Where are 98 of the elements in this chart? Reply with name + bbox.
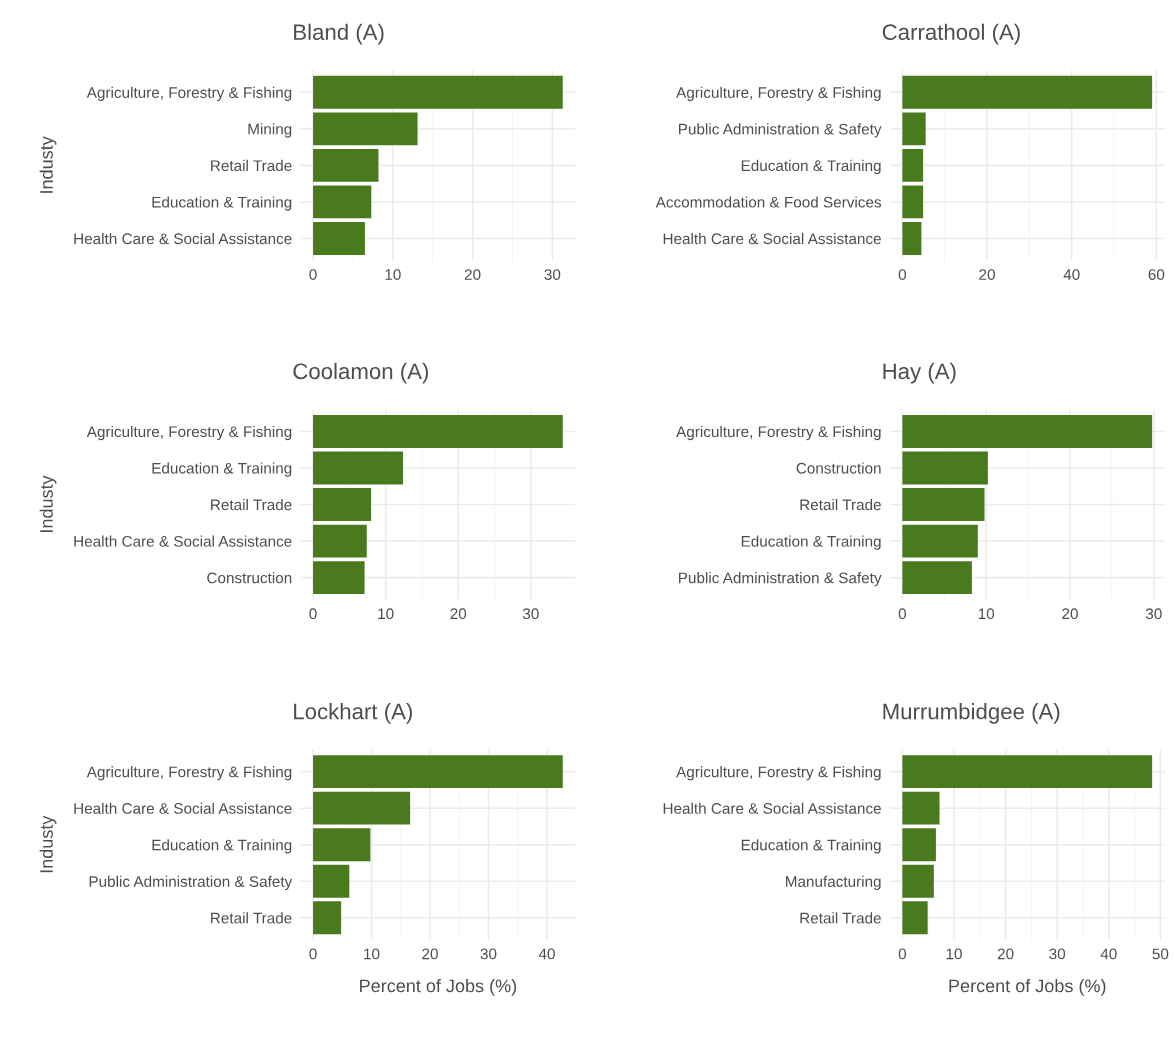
bar bbox=[313, 222, 365, 255]
x-tick-label: 30 bbox=[1145, 608, 1162, 620]
x-tick-label: 0 bbox=[309, 269, 317, 280]
x-tick-label: 10 bbox=[978, 608, 995, 620]
y-axis-title: Industy bbox=[39, 815, 57, 873]
bar bbox=[313, 112, 418, 146]
chart-title: Lockhart (A) bbox=[294, 703, 412, 724]
x-tick-label: 0 bbox=[309, 948, 317, 960]
y-tick-label: Mining bbox=[248, 123, 292, 138]
bar bbox=[313, 791, 411, 825]
chart-title: Murrumbidgee (A) bbox=[883, 703, 1060, 724]
bar bbox=[902, 414, 1153, 448]
x-tick-label: 20 bbox=[464, 269, 481, 280]
chart-title: Carrathool (A) bbox=[882, 23, 1020, 45]
x-tick-label: 0 bbox=[309, 608, 317, 620]
y-tick-label: Agriculture, Forestry & Fishing bbox=[86, 86, 292, 101]
x-tick-label: 50 bbox=[1152, 948, 1169, 960]
bar bbox=[902, 112, 926, 146]
bar bbox=[313, 755, 563, 789]
bar bbox=[902, 791, 940, 825]
y-tick-label: Health Care & Social Assistance bbox=[663, 232, 881, 245]
x-tick-label: 40 bbox=[1063, 269, 1080, 280]
x-tick-label: 20 bbox=[1062, 608, 1078, 620]
y-tick-label: Agriculture, Forestry & Fishing bbox=[676, 425, 881, 441]
y-tick-label: Retail Trade bbox=[211, 159, 292, 172]
x-tick-label: 60 bbox=[1148, 269, 1165, 280]
y-tick-label: Education & Training bbox=[741, 839, 881, 854]
y-tick-label: Education & Training bbox=[741, 159, 881, 175]
x-tick-label: 30 bbox=[544, 269, 561, 280]
y-tick-label: Education & Training bbox=[152, 839, 292, 854]
bar bbox=[313, 488, 372, 521]
y-tick-label: Retail Trade bbox=[800, 498, 881, 511]
x-tick-label: 40 bbox=[1100, 948, 1117, 960]
x-tick-label: 20 bbox=[450, 608, 467, 620]
x-tick-label: 0 bbox=[898, 608, 907, 620]
bar bbox=[902, 488, 985, 521]
bar bbox=[902, 901, 928, 935]
bar bbox=[902, 828, 936, 862]
x-tick-label: 0 bbox=[898, 269, 907, 280]
y-tick-label: Health Care & Social Assistance bbox=[74, 232, 292, 245]
y-tick-label: Health Care & Social Assistance bbox=[663, 802, 881, 814]
bar bbox=[902, 864, 934, 898]
x-axis-title: Percent of Jobs (%) bbox=[360, 978, 517, 996]
chart-title: Bland (A) bbox=[294, 23, 384, 45]
y-tick-label: Education & Training bbox=[152, 196, 292, 211]
bar bbox=[313, 185, 372, 219]
y-tick-label: Public Administration & Safety bbox=[89, 875, 293, 890]
y-tick-label: Accommodation & Food Services bbox=[655, 196, 882, 208]
bar bbox=[902, 561, 972, 595]
x-tick-label: 10 bbox=[364, 948, 380, 960]
x-tick-label: 20 bbox=[422, 948, 438, 960]
x-tick-label: 10 bbox=[385, 269, 401, 280]
y-tick-label: Construction bbox=[796, 462, 881, 474]
bar bbox=[902, 451, 988, 485]
y-tick-label: Health Care & Social Assistance bbox=[74, 535, 292, 547]
chart-title: Coolamon (A) bbox=[293, 362, 429, 384]
x-tick-label: 40 bbox=[538, 948, 555, 960]
bar bbox=[313, 561, 365, 595]
x-tick-label: 0 bbox=[898, 948, 907, 960]
x-tick-label: 30 bbox=[1049, 948, 1066, 960]
y-tick-label: Agriculture, Forestry & Fishing bbox=[676, 766, 881, 781]
x-tick-label: 20 bbox=[997, 948, 1014, 960]
bar bbox=[313, 864, 350, 898]
y-tick-label: Agriculture, Forestry & Fishing bbox=[86, 766, 292, 781]
y-tick-label: Health Care & Social Assistance bbox=[74, 802, 292, 814]
bar bbox=[902, 222, 922, 255]
bar bbox=[902, 185, 924, 219]
x-tick-label: 20 bbox=[979, 269, 995, 280]
y-axis-title: Industy bbox=[39, 136, 57, 193]
y-tick-label: Construction bbox=[207, 572, 292, 584]
bar bbox=[313, 75, 563, 109]
x-tick-label: 30 bbox=[522, 608, 539, 620]
x-tick-label: 10 bbox=[946, 948, 962, 960]
bar bbox=[902, 524, 978, 558]
bar bbox=[313, 451, 404, 485]
bar bbox=[902, 75, 1153, 109]
x-tick-label: 30 bbox=[480, 948, 497, 960]
y-tick-label: Public Administration & Safety bbox=[679, 572, 882, 587]
y-tick-label: Education & Training bbox=[741, 535, 881, 550]
bar bbox=[313, 148, 379, 182]
y-tick-label: Public Administration & Safety bbox=[679, 123, 882, 138]
y-tick-label: Agriculture, Forestry & Fishing bbox=[86, 425, 292, 441]
y-tick-label: Retail Trade bbox=[211, 498, 292, 511]
bar bbox=[313, 414, 563, 448]
y-tick-label: Agriculture, Forestry & Fishing bbox=[676, 86, 881, 101]
bar bbox=[313, 524, 367, 558]
bar bbox=[313, 828, 371, 862]
chart-title: Hay (A) bbox=[883, 362, 956, 384]
y-axis-title: Industy bbox=[39, 475, 57, 532]
y-tick-label: Education & Training bbox=[152, 462, 292, 477]
y-tick-label: Retail Trade bbox=[211, 912, 292, 924]
y-tick-label: Manufacturing bbox=[786, 875, 881, 890]
x-tick-label: 10 bbox=[378, 608, 394, 620]
x-axis-title: Percent of Jobs (%) bbox=[949, 978, 1106, 996]
bar bbox=[313, 901, 342, 935]
bar bbox=[902, 148, 924, 182]
y-tick-label: Retail Trade bbox=[800, 912, 881, 924]
bar bbox=[902, 755, 1153, 789]
